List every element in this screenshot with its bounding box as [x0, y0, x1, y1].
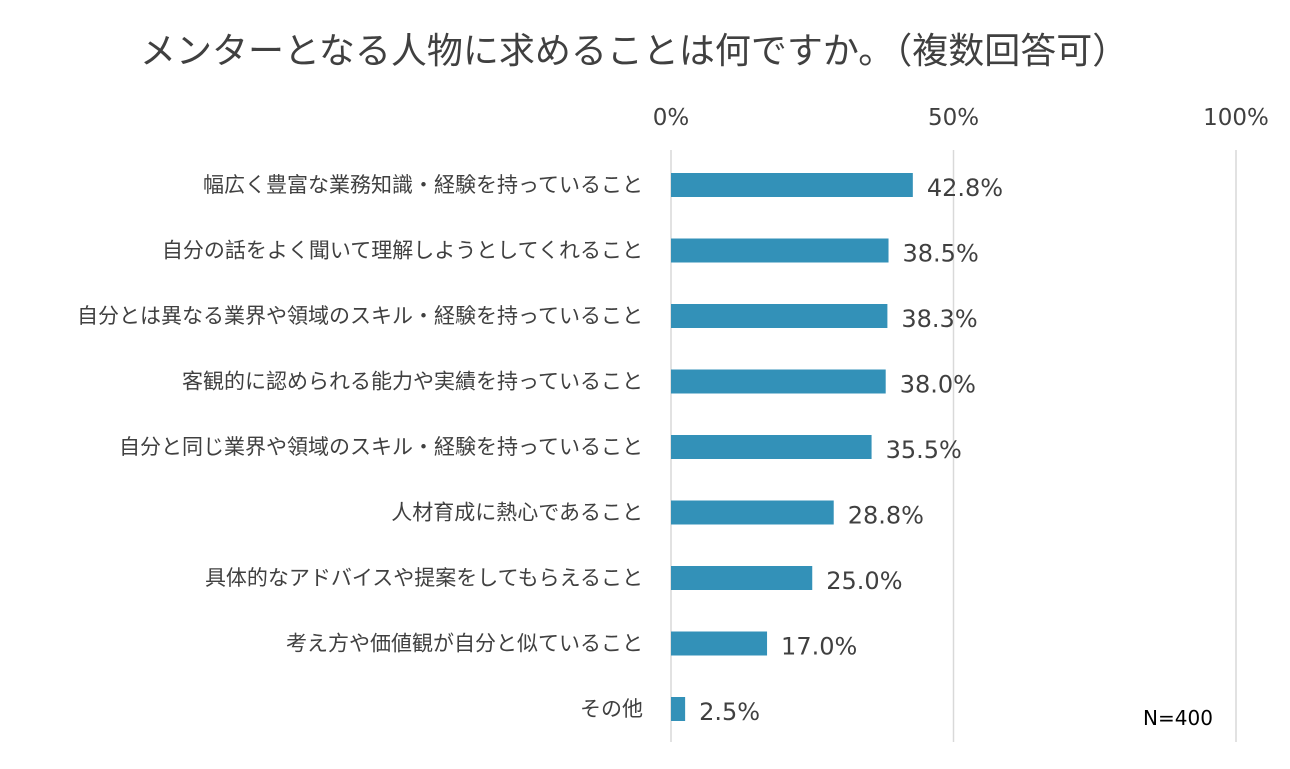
- x-tick-label: 100%: [1203, 105, 1269, 131]
- bar: [671, 435, 872, 459]
- category-label: 客観的に認められる能力や実績を持っていること: [182, 370, 643, 394]
- sample-size-note: N=400: [1143, 706, 1213, 730]
- x-tick-label: 50%: [928, 105, 979, 131]
- data-label: 38.5%: [903, 240, 979, 268]
- bar: [671, 173, 913, 197]
- category-label: その他: [580, 697, 643, 721]
- category-label: 考え方や価値観が自分と似ていること: [286, 632, 643, 656]
- category-label: 幅広く豊富な業務知識・経験を持っていること: [203, 173, 643, 197]
- data-label: 38.0%: [900, 371, 976, 399]
- bar: [671, 697, 686, 721]
- bar: [671, 304, 888, 328]
- category-label: 人材育成に熱心であること: [391, 501, 643, 525]
- data-label: 28.8%: [848, 502, 924, 530]
- category-labels: 幅広く豊富な業務知識・経験を持っていること自分の話をよく聞いて理解しようとしてく…: [77, 173, 643, 721]
- chart-title: メンターとなる人物に求めることは何ですか。（複数回答可）: [140, 31, 1129, 72]
- category-label: 自分と同じ業界や領域のスキル・経験を持っていること: [119, 435, 643, 459]
- data-label: 35.5%: [886, 436, 962, 464]
- data-label: 38.3%: [901, 305, 977, 333]
- bar: [671, 238, 889, 263]
- bar: [671, 566, 813, 590]
- data-label: 42.8%: [927, 174, 1003, 202]
- x-axis-ticks: 0% 50% 100%: [653, 105, 1269, 131]
- data-label: 25.0%: [826, 567, 902, 595]
- data-labels: 42.8% 38.5% 38.3% 38.0% 35.5% 28.8% 25.0% 17.0%…: [699, 174, 1003, 726]
- data-label: 2.5%: [699, 698, 760, 726]
- category-label: 具体的なアドバイスや提案をしてもらえること: [205, 566, 643, 590]
- bar: [671, 500, 834, 525]
- bars: [671, 173, 913, 721]
- category-label: 自分とは異なる業界や領域のスキル・経験を持っていること: [77, 304, 643, 328]
- x-tick-label: 0%: [653, 105, 690, 131]
- bar: [671, 631, 768, 656]
- bar: [671, 369, 886, 394]
- data-label: 17.0%: [781, 633, 857, 661]
- category-label: 自分の話をよく聞いて理解しようとしてくれること: [162, 239, 643, 263]
